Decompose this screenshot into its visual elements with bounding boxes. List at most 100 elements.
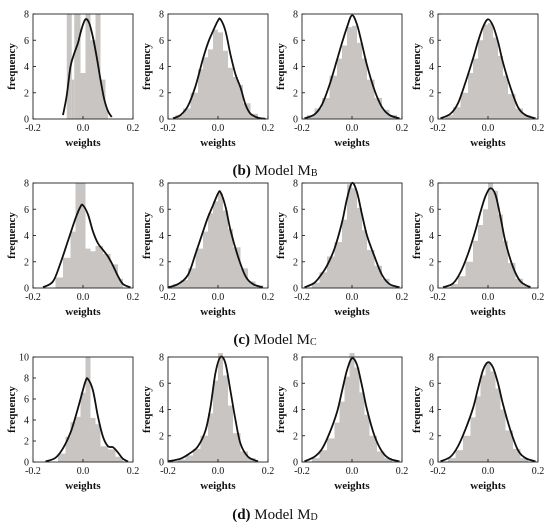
x-tick-label: 0.0 [346, 123, 359, 134]
histogram-bar [485, 362, 491, 462]
y-axis-label: frequency [141, 43, 153, 90]
histogram-bar [515, 278, 523, 288]
y-tick-label: 2 [293, 88, 298, 99]
histogram-bar [357, 207, 362, 288]
y-tick-label: 4 [24, 416, 29, 427]
histogram-bar [110, 264, 118, 288]
x-tick-label: 0.2 [532, 292, 545, 303]
histogram-bar [213, 380, 218, 462]
y-axis-label: frequency [141, 212, 153, 259]
y-tick-label: 6 [429, 379, 434, 390]
y-tick-label: 8 [159, 10, 164, 21]
histogram-bar [374, 98, 382, 119]
y-tick-label: 6 [24, 205, 29, 216]
histogram-bar [240, 451, 248, 462]
y-tick-label: 6 [159, 379, 164, 390]
histogram-bar [470, 417, 476, 462]
y-tick-label: 2 [429, 257, 434, 268]
y-tick-label: 0 [24, 115, 29, 126]
x-tick-label: -0.2 [430, 292, 446, 303]
histogram-bar [55, 277, 63, 288]
histogram-bar [70, 231, 76, 288]
x-tick-label: 0.0 [482, 123, 495, 134]
histogram-bar [382, 109, 390, 119]
x-tick-label: -0.2 [160, 292, 176, 303]
y-tick-label: 0 [429, 115, 434, 126]
histogram-bar [223, 50, 228, 119]
y-axis-label: frequency [6, 386, 18, 433]
y-tick-label: 8 [429, 179, 434, 190]
x-tick-label: -0.2 [294, 292, 310, 303]
histogram-bar [185, 455, 193, 462]
x-axis-label: weights [334, 137, 370, 149]
y-tick-label: 6 [429, 36, 434, 47]
histogram-bar [208, 213, 213, 288]
y-axis-label: frequency [141, 386, 153, 433]
x-tick-label: 0.0 [212, 292, 225, 303]
y-tick-label: 4 [159, 231, 164, 242]
histogram-panel-b3: -0.2 0.0 0.2 0 2 4 6 8 weights frequency [275, 10, 408, 150]
x-tick-label: 0.0 [346, 292, 359, 303]
histogram-bar [208, 413, 213, 462]
histogram-bar [455, 450, 463, 462]
y-tick-label: 0 [293, 115, 298, 126]
histogram-bar [334, 422, 340, 462]
x-tick-label: 0.0 [346, 466, 359, 477]
histogram-bar [495, 388, 501, 462]
histogram-bar [85, 14, 91, 119]
histogram-bar [195, 248, 203, 288]
y-tick-label: 8 [293, 179, 298, 190]
histogram-bar [180, 280, 188, 288]
histogram-bar [95, 424, 101, 462]
histogram-bar [339, 401, 345, 462]
histogram-bar [327, 438, 335, 462]
y-tick-label: 4 [24, 62, 29, 73]
histogram-bar [198, 69, 203, 119]
y-tick-label: 8 [293, 353, 298, 364]
y-tick-label: 0 [159, 458, 164, 469]
histogram-bar [334, 242, 342, 288]
y-tick-label: 4 [429, 405, 434, 416]
x-tick-label: 0.2 [127, 292, 140, 303]
histogram-bar [488, 23, 493, 119]
histogram-bar [327, 256, 335, 288]
histogram-bar [329, 75, 337, 119]
histogram-panel-b4: -0.2 0.0 0.2 0 2 4 6 8 weights frequency [411, 10, 544, 150]
histogram-panel-b2: -0.2 0.0 0.2 0 2 4 6 8 weights frequency [141, 10, 274, 150]
x-axis-label: weights [200, 480, 236, 492]
histogram-bar [90, 417, 96, 462]
histogram-bar [352, 25, 357, 119]
histogram-bar [228, 405, 233, 462]
histogram-bar [463, 435, 471, 462]
x-tick-label: 0.2 [396, 292, 409, 303]
y-axis-label: frequency [275, 43, 287, 90]
x-tick-label: 0.2 [127, 466, 140, 477]
histogram-bar [200, 435, 208, 462]
x-axis-label: weights [334, 480, 370, 492]
x-tick-label: 0.0 [77, 466, 90, 477]
histogram-bar [208, 49, 213, 119]
x-tick-label: 0.0 [77, 123, 90, 134]
histogram-bar [175, 115, 183, 119]
x-tick-label: -0.2 [160, 123, 176, 134]
density-curve [62, 18, 113, 118]
x-tick-label: 0.0 [482, 466, 495, 477]
density-curve [42, 203, 131, 289]
density-curve [304, 14, 400, 120]
x-tick-label: -0.2 [294, 466, 310, 477]
y-axis-label: frequency [411, 212, 423, 259]
y-tick-label: 0 [159, 115, 164, 126]
histogram-bar [369, 435, 377, 462]
histogram-bar [80, 73, 86, 119]
y-tick-label: 2 [24, 257, 29, 268]
x-axis-label: weights [65, 480, 101, 492]
histogram-bar [505, 430, 513, 462]
histogram-bar [367, 249, 375, 288]
histogram-bar [228, 67, 233, 119]
histogram-bar [80, 392, 86, 462]
histogram-bar [218, 353, 223, 462]
y-tick-label: 8 [24, 179, 29, 190]
histogram-bar [347, 27, 352, 119]
histogram-bar [100, 79, 106, 119]
histogram-bar [445, 115, 453, 119]
